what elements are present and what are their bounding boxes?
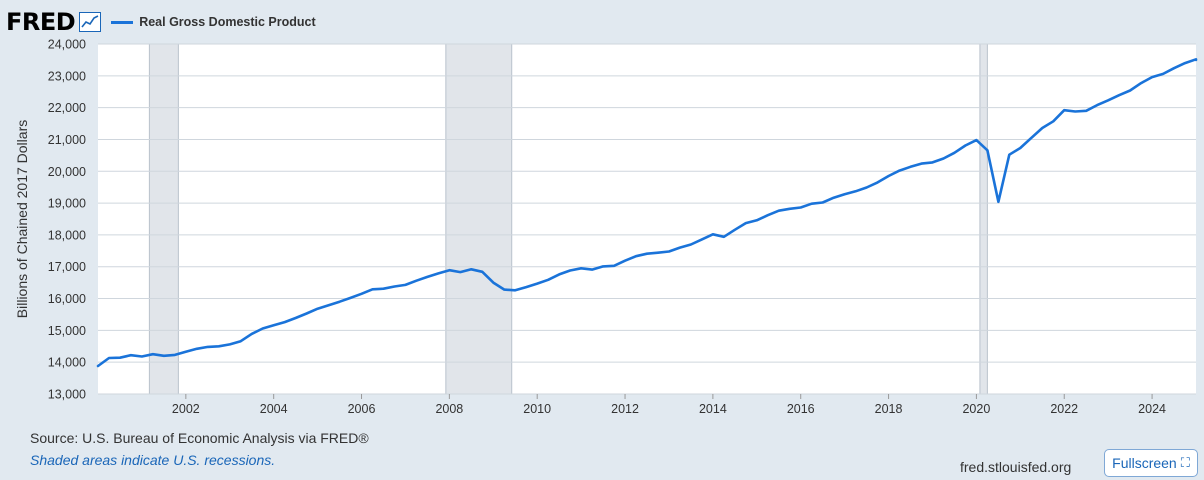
x-tick-label-2020: 2020	[962, 402, 990, 416]
legend-label: Real Gross Domestic Product	[139, 15, 316, 29]
y-tick-label-15000: 15,000	[48, 324, 86, 338]
x-tick-label-2012: 2012	[611, 402, 639, 416]
y-tick-label-18000: 18,000	[48, 228, 86, 242]
y-tick-label-22000: 22,000	[48, 101, 86, 115]
y-tick-label-16000: 16,000	[48, 292, 86, 306]
fullscreen-button[interactable]: Fullscreen ⛶	[1104, 449, 1198, 477]
x-tick-label-2022: 2022	[1050, 402, 1078, 416]
fred-logo[interactable]: FRED	[6, 8, 76, 36]
x-tick-label-2004: 2004	[260, 402, 288, 416]
recession-note: Shaded areas indicate U.S. recessions.	[30, 452, 276, 468]
y-tick-label-13000: 13,000	[48, 388, 86, 402]
legend: Real Gross Domestic Product	[111, 15, 316, 29]
y-axis-ticks: 13,000 14,000 15,000 16,000 17,000 18,000 19,0…	[48, 38, 86, 402]
fullscreen-label: Fullscreen	[1112, 455, 1177, 471]
legend-line-swatch	[111, 20, 134, 24]
y-tick-label-21000: 21,000	[48, 133, 86, 147]
x-tick-label-2024: 2024	[1138, 402, 1166, 416]
y-tick-label-14000: 14,000	[48, 356, 86, 370]
x-tick-label-2016: 2016	[787, 402, 815, 416]
source-note: Source: U.S. Bureau of Economic Analysis…	[30, 430, 369, 446]
x-axis-ticks: 2002 2004 2006 2008 2010 2012 2014 2016 2018 2020…	[172, 394, 1166, 416]
site-url[interactable]: fred.stlouisfed.org	[960, 459, 1072, 475]
fullscreen-icon: ⛶	[1180, 455, 1190, 470]
series-line-real-gdp	[96, 58, 1198, 368]
y-tick-label-19000: 19,000	[48, 197, 86, 211]
x-tick-label-2002: 2002	[172, 402, 200, 416]
recession-band-1	[149, 44, 179, 394]
recession-band-3	[979, 44, 988, 394]
y-tick-label-20000: 20,000	[48, 165, 86, 179]
y-tick-label-23000: 23,000	[48, 69, 86, 83]
fred-graph-icon	[79, 12, 102, 32]
plot-area	[98, 44, 1196, 394]
y-tick-label-24000: 24,000	[48, 38, 86, 52]
x-tick-label-2014: 2014	[699, 402, 727, 416]
x-tick-label-2006: 2006	[348, 402, 376, 416]
recession-band-2	[445, 44, 512, 394]
x-tick-label-2018: 2018	[875, 402, 903, 416]
gdp-line-chart: 13,000 14,000 15,000 16,000 17,000 18,000 19,0…	[14, 38, 1198, 416]
x-tick-label-2010: 2010	[523, 402, 551, 416]
recession-bands	[148, 44, 988, 394]
gridlines	[98, 43, 1196, 395]
y-axis-label: Billions of Chained 2017 Dollars	[14, 120, 30, 318]
x-tick-label-2008: 2008	[435, 402, 463, 416]
y-tick-label-17000: 17,000	[48, 260, 86, 274]
chart-header: FRED Real Gross Domestic Product	[6, 8, 316, 36]
